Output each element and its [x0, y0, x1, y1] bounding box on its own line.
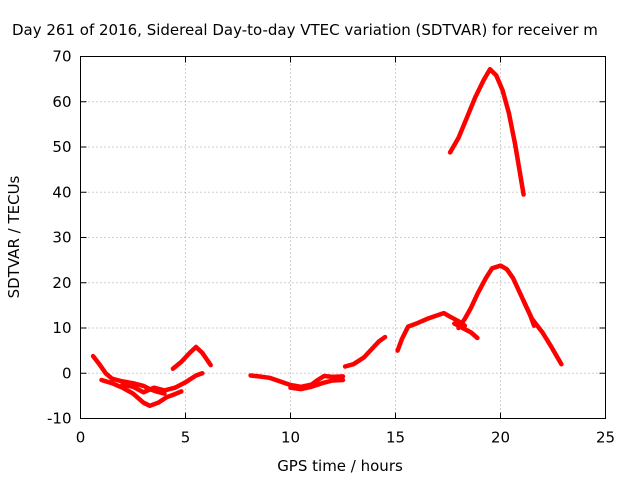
- series-line-seg-f-peak24-inner: [521, 298, 537, 328]
- y-tick-label: 10: [52, 319, 71, 337]
- chart-title: Day 261 of 2016, Sidereal Day-to-day VTE…: [12, 21, 598, 39]
- series-group: [90, 66, 564, 409]
- y-tick-label: 40: [52, 183, 71, 201]
- y-tick-label: 0: [62, 364, 72, 382]
- plot-frame: [80, 56, 606, 419]
- series-line-seg-a-mid: [120, 371, 205, 395]
- y-tick-label: 20: [52, 274, 71, 292]
- x-tick-label: 15: [386, 429, 405, 447]
- x-tick-label: 20: [491, 429, 510, 447]
- y-tick-label: -10: [47, 410, 72, 428]
- x-tick-label: 25: [596, 429, 615, 447]
- series-line-seg-d-rise: [342, 334, 388, 369]
- y-tick-label: 50: [52, 138, 71, 156]
- y-tick-label: 60: [52, 93, 71, 111]
- y-axis-label: SDTVAR / TECUs: [5, 175, 23, 298]
- x-tick-label: 0: [76, 429, 86, 447]
- series-line-seg-a-lower: [99, 377, 184, 409]
- x-tick-label: 10: [281, 429, 300, 447]
- series-line-seg-c-night-lower: [288, 377, 346, 392]
- y-tick-label: 70: [52, 48, 71, 66]
- series-line-seg-g-peak67: [447, 66, 526, 197]
- grid: [80, 56, 606, 419]
- x-axis-label: GPS time / hours: [277, 457, 403, 475]
- x-tick-label: 5: [181, 429, 191, 447]
- series-line-seg-e-afternoon: [395, 310, 468, 353]
- series-line-seg-f-peak24: [456, 263, 564, 367]
- y-tick-label: 30: [52, 229, 71, 247]
- series-line-seg-b-hump: [170, 344, 213, 371]
